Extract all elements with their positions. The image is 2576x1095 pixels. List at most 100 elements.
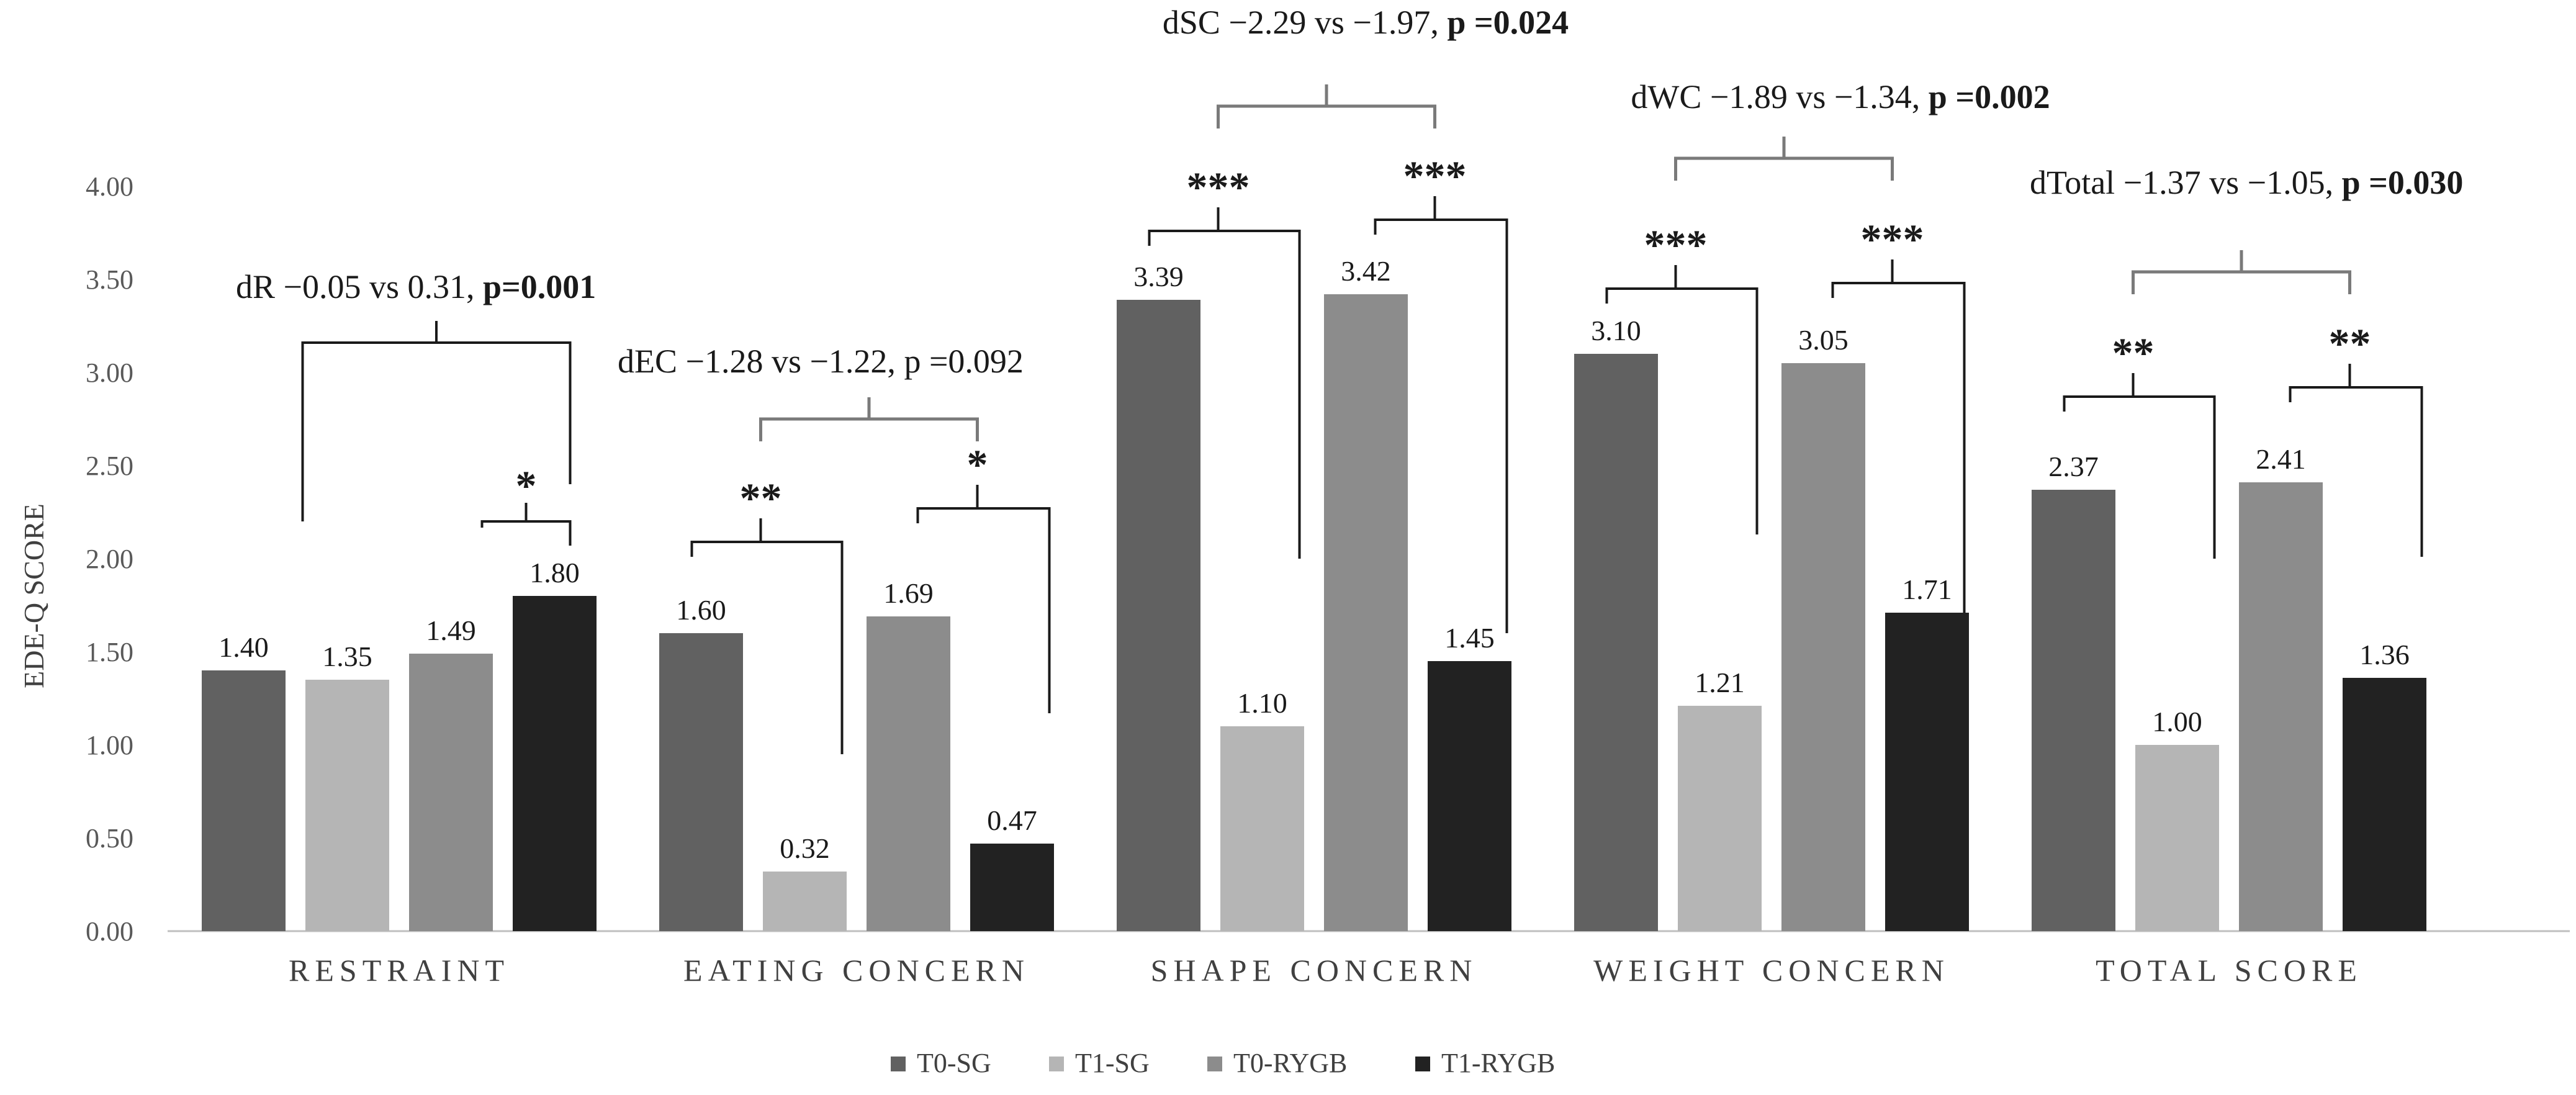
sig-stars-sg: *** bbox=[1187, 163, 1250, 210]
y-axis: 0.00 0.50 1.00 1.50 2.00 2.50 3.00 3.50 4.00 bbox=[86, 171, 133, 947]
sig-stars-rygb: *** bbox=[1861, 215, 1924, 263]
bracket-comparison bbox=[1217, 104, 1436, 128]
legend-label: T0-SG bbox=[917, 1048, 991, 1078]
data-label: 1.36 bbox=[2359, 639, 2410, 670]
bar-t0-sg-shape-concern bbox=[1117, 300, 1200, 931]
bracket-sg bbox=[690, 541, 844, 754]
data-label: 3.42 bbox=[1341, 255, 1391, 287]
significance-weight-concern: *** *** dWC −1.89 vs −1.34, p =0.002 bbox=[1605, 78, 2050, 613]
y-tick-label: 3.00 bbox=[86, 358, 133, 388]
significance-restraint: * dR −0.05 vs 0.31, p=0.001 bbox=[236, 268, 596, 546]
category-label: EATING CONCERN bbox=[683, 953, 1030, 988]
bar-t1-rygb-total-score bbox=[2343, 678, 2426, 931]
bar-t1-sg-restraint bbox=[305, 680, 389, 931]
legend-item-t1-rygb: T1-RYGB bbox=[1415, 1048, 1555, 1078]
data-label: 1.60 bbox=[676, 594, 726, 626]
y-tick-label: 2.00 bbox=[86, 544, 133, 574]
bracket-rygb bbox=[916, 507, 1051, 713]
comparison-label: dWC −1.89 vs −1.34, p =0.002 bbox=[1631, 78, 2050, 115]
data-label: 1.10 bbox=[1237, 687, 1287, 719]
significance-eating-concern: ***dEC −1.28 vs −1.22, p =0.092 bbox=[618, 343, 1051, 754]
legend-label: T1-RYGB bbox=[1441, 1048, 1555, 1078]
category-labels: RESTRAINT EATING CONCERN SHAPE CONCERN WEIG… bbox=[289, 953, 2362, 988]
category-label: TOTAL SCORE bbox=[2096, 953, 2362, 988]
category-label: RESTRAINT bbox=[289, 953, 510, 988]
bars: 1.40 1.35 1.49 1.80 1.60 0.32 1.69 0.47 3.39 1.10… bbox=[202, 255, 2426, 931]
sig-stars-sg: *** bbox=[1644, 221, 1708, 268]
data-label: 2.41 bbox=[2256, 443, 2306, 475]
data-label: 2.37 bbox=[2048, 451, 2099, 482]
sig-stars-rygb: * bbox=[967, 441, 988, 488]
legend: T0-SG T1-SG T0-RYGB T1-RYGB bbox=[891, 1048, 1555, 1078]
data-label: 1.45 bbox=[1444, 622, 1495, 654]
bracket-rygb bbox=[2289, 386, 2423, 557]
data-label: 0.47 bbox=[987, 804, 1037, 836]
legend-label: T0-RYGB bbox=[1233, 1048, 1347, 1078]
bar-t0-sg-total-score bbox=[2032, 490, 2115, 931]
data-label: 1.21 bbox=[1695, 667, 1745, 698]
data-label: 1.35 bbox=[322, 641, 372, 672]
bracket-rygb bbox=[1831, 282, 1966, 613]
y-tick-label: 0.50 bbox=[86, 823, 133, 854]
bar-t1-rygb-shape-concern bbox=[1428, 661, 1511, 931]
y-tick-label: 0.00 bbox=[86, 916, 133, 947]
data-label: 0.32 bbox=[780, 832, 830, 864]
bar-t0-rygb-eating-concern bbox=[867, 616, 950, 931]
sig-stars-rygb: ** bbox=[2329, 320, 2371, 367]
comparison-label: dSC −2.29 vs −1.97, p =0.024 bbox=[1163, 4, 1569, 41]
comparison-label: dEC −1.28 vs −1.22, p =0.092 bbox=[618, 343, 1024, 380]
data-label: 3.39 bbox=[1133, 261, 1184, 292]
data-label: 1.71 bbox=[1902, 574, 1952, 605]
data-label: 1.69 bbox=[883, 577, 934, 609]
sig-stars-rygb: * bbox=[516, 462, 537, 509]
data-label: 1.00 bbox=[2152, 706, 2202, 737]
legend-item-t0-sg: T0-SG bbox=[891, 1048, 991, 1078]
bar-t0-sg-weight-concern bbox=[1574, 354, 1658, 931]
data-label: 3.05 bbox=[1798, 324, 1849, 356]
legend-swatch bbox=[1207, 1057, 1222, 1071]
sig-stars-sg: ** bbox=[2112, 329, 2155, 376]
category-label: SHAPE CONCERN bbox=[1151, 953, 1478, 988]
bar-t0-rygb-weight-concern bbox=[1781, 363, 1865, 931]
y-tick-label: 2.50 bbox=[86, 451, 133, 481]
bar-t0-sg-restraint bbox=[202, 670, 286, 931]
data-label: 1.80 bbox=[529, 557, 580, 588]
bracket-comparison bbox=[759, 417, 979, 441]
bar-t1-rygb-weight-concern bbox=[1885, 613, 1969, 931]
data-label: 3.10 bbox=[1591, 315, 1641, 346]
legend-item-t1-sg: T1-SG bbox=[1049, 1048, 1150, 1078]
comparison-label: dTotal −1.37 vs −1.05, p =0.030 bbox=[2030, 164, 2463, 201]
bar-t1-sg-eating-concern bbox=[763, 872, 847, 931]
legend-swatch bbox=[1415, 1057, 1430, 1071]
y-tick-label: 3.50 bbox=[86, 264, 133, 295]
bracket-rygb bbox=[1374, 219, 1508, 633]
bar-t1-rygb-eating-concern bbox=[970, 844, 1054, 931]
bar-t0-rygb-restraint bbox=[409, 654, 493, 931]
bar-t0-sg-eating-concern bbox=[659, 633, 743, 931]
legend-label: T1-SG bbox=[1075, 1048, 1150, 1078]
significance-annotations: *dR −0.05 vs 0.31, p=0.001***dEC −1.28 v… bbox=[236, 4, 2463, 754]
y-tick-label: 1.00 bbox=[86, 730, 133, 760]
legend-swatch bbox=[1049, 1057, 1064, 1071]
legend-swatch bbox=[891, 1057, 906, 1071]
bar-t1-sg-total-score bbox=[2135, 745, 2219, 931]
bracket-comparison bbox=[2132, 270, 2351, 294]
bracket-rygb bbox=[480, 520, 572, 546]
sig-stars-sg: ** bbox=[740, 474, 782, 521]
bar-t0-rygb-total-score bbox=[2239, 482, 2323, 931]
comparison-label: dR −0.05 vs 0.31, p=0.001 bbox=[236, 268, 596, 305]
legend-item-t0-rygb: T0-RYGB bbox=[1207, 1048, 1347, 1078]
bar-t1-sg-weight-concern bbox=[1678, 706, 1762, 931]
bracket-comparison bbox=[1674, 156, 1894, 181]
sig-stars-rygb: *** bbox=[1403, 152, 1467, 199]
significance-total-score: ** ** dTotal −1.37 vs −1.05, p =0.030 bbox=[2030, 164, 2463, 559]
significance-shape-concern: *** *** dSC −2.29 vs −1.97, p =0.024 bbox=[1148, 4, 1569, 633]
bar-t0-rygb-shape-concern bbox=[1324, 294, 1408, 931]
bar-t1-sg-shape-concern bbox=[1220, 726, 1304, 931]
bracket-sg bbox=[2063, 395, 2216, 559]
bracket-sg bbox=[1605, 287, 1759, 534]
data-label: 1.40 bbox=[218, 631, 269, 663]
bar-t1-rygb-restraint bbox=[513, 596, 597, 931]
y-tick-label: 4.00 bbox=[86, 171, 133, 202]
